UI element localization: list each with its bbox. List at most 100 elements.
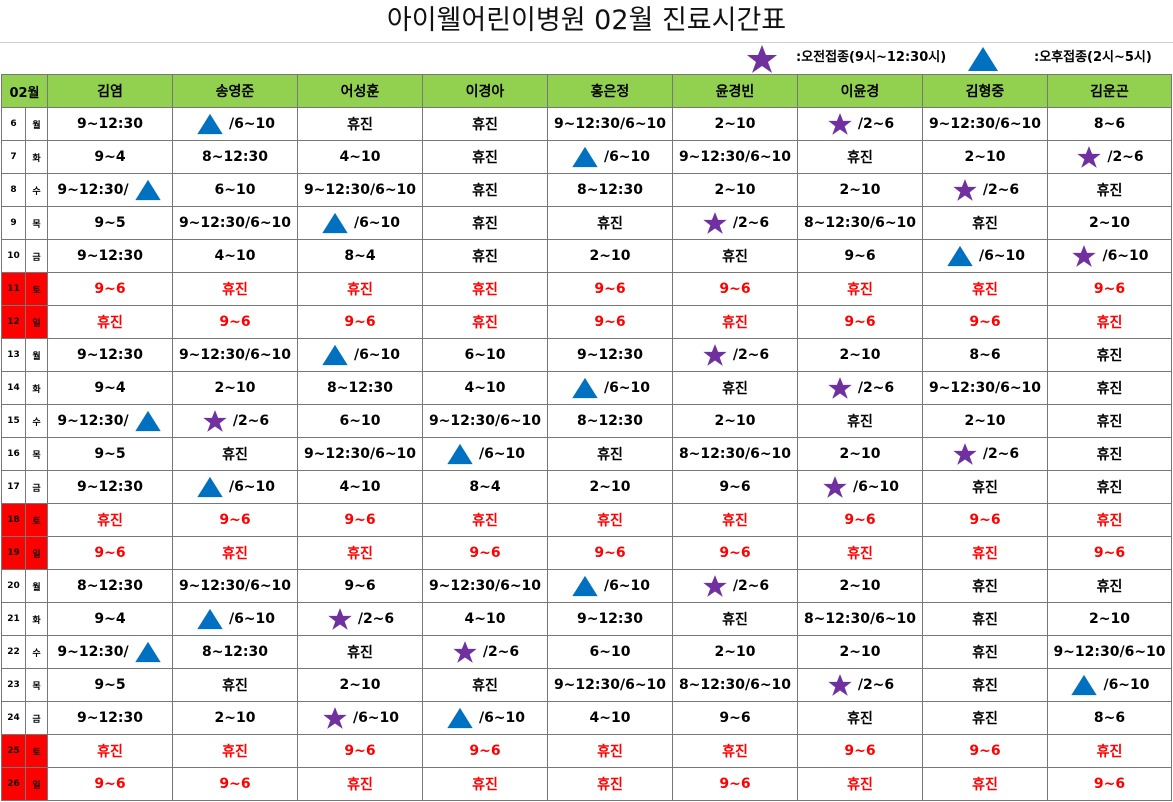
schedule-text: 4~10 [339,149,381,165]
schedule-text: /2~6 [857,677,895,693]
day-number: 20 [1,569,26,603]
triangle-icon [947,245,973,267]
schedule-cell: /6~10 [172,107,298,141]
schedule-text: 4~10 [464,611,506,627]
schedule-text: 9~6 [94,776,126,792]
schedule-cell: 휴진 [47,734,173,768]
day-number: 6 [1,107,26,141]
schedule-cell: 8~12:30 [297,371,423,405]
schedule-text: 9~12:30/6~10 [553,677,667,693]
schedule-cell: /6~10 [422,437,548,471]
schedule-text: 휴진 [472,678,498,694]
triangle-icon [322,212,348,234]
schedule-text: 휴진 [597,744,623,760]
schedule-text: 9~12:30/6~10 [303,182,417,198]
schedule-cell: 9~12:30/ [47,635,173,669]
table-row: 11 토 9~6 휴진 휴진 휴진 9~6 9~6 휴진 휴진 9~6 [1,272,1172,306]
doctor-header: 이경아 [422,74,548,108]
schedule-cell: 휴진 [297,536,423,570]
schedule-cell: 9~12:30/6~10 [172,569,298,603]
day-number: 24 [1,701,26,735]
schedule-cell: /2~6 [797,107,923,141]
schedule-text: 휴진 [1096,513,1123,529]
schedule-text: /6~10 [353,347,401,363]
schedule-cell: /2~6 [672,338,798,372]
schedule-text: 휴진 [972,546,998,562]
triangle-icon [197,113,223,135]
schedule-cell: 8~4 [422,470,548,504]
schedule-cell: 휴진 [422,140,548,174]
schedule-cell: 4~10 [297,470,423,504]
schedule-text: 2~10 [839,578,881,594]
schedule-text: 9~6 [719,545,751,561]
schedule-cell: 휴진 [672,602,798,636]
schedule-text: 휴진 [972,645,998,661]
table-row: 19 일 9~6 휴진 휴진 9~6 9~6 9~6 휴진 휴진 9~6 [1,536,1172,570]
schedule-text: 9~6 [844,743,876,759]
schedule-cell: 9~12:30 [47,338,173,372]
star-icon [703,575,727,597]
schedule-cell: 휴진 [1047,305,1172,339]
header-row: 02월 김염 송영준 어성훈 이경아 홍은정 윤경빈 이윤경 김형중 김운곤 [1,74,1172,108]
schedule-cell: /6~10 [1047,239,1172,273]
schedule-text: 휴진 [972,216,998,232]
schedule-text: 휴진 [347,777,373,793]
schedule-cell: 8~12:30 [47,569,173,603]
schedule-text: 휴진 [722,381,748,397]
schedule-text: 휴진 [597,777,623,793]
schedule-cell: /2~6 [422,635,548,669]
schedule-cell: /6~10 [297,701,423,735]
schedule-text: 휴진 [1096,744,1123,760]
schedule-cell: /6~10 [297,206,423,240]
schedule-text: 2~10 [714,182,756,198]
schedule-cell: 9~12:30/6~10 [297,173,423,207]
schedule-text: 8~4 [469,479,501,495]
day-number: 12 [1,305,26,339]
schedule-text: 2~10 [839,182,881,198]
schedule-cell: 9~6 [422,536,548,570]
schedule-cell: 8~6 [922,338,1048,372]
star-icon [828,113,852,135]
schedule-text: 휴진 [472,513,498,529]
schedule-cell: 휴진 [422,206,548,240]
schedule-cell: 6~10 [422,338,548,372]
schedule-cell: 9~4 [47,371,173,405]
schedule-text: 8~12:30/6~10 [803,611,917,627]
weekday: 토 [25,272,48,306]
schedule-text: 8~12:30 [201,149,269,165]
schedule-text: 9~6 [1093,545,1126,561]
star-icon [328,608,352,630]
schedule-text: 9~6 [344,743,376,759]
schedule-cell: 6~10 [547,635,673,669]
schedule-cell: 9~6 [297,569,423,603]
day-number: 16 [1,437,26,471]
day-number: 15 [1,404,26,438]
schedule-text: 휴진 [972,612,998,628]
schedule-cell: 9~6 [1047,272,1172,306]
schedule-cell: 9~6 [172,305,298,339]
schedule-text: 9~12:30/6~10 [178,215,292,231]
schedule-cell: 9~12:30/6~10 [1047,635,1172,669]
schedule-cell: 6~10 [297,404,423,438]
schedule-text: 8~12:30 [76,578,144,594]
schedule-cell: /2~6 [672,569,798,603]
schedule-text: 휴진 [97,315,123,331]
schedule-text: 휴진 [972,777,998,793]
schedule-cell: 2~10 [547,470,673,504]
schedule-cell: /2~6 [797,371,923,405]
day-number: 22 [1,635,26,669]
weekday: 월 [25,569,48,603]
schedule-cell: 휴진 [922,569,1048,603]
schedule-cell: 9~6 [297,734,423,768]
schedule-text: 9~6 [344,314,376,330]
month-header: 02월 [1,74,48,108]
day-number: 25 [1,734,26,768]
table-row: 8 수 9~12:30/6~10 9~12:30/6~10 휴진 8~12:30 2~10 2… [1,173,1172,207]
schedule-text: 4~10 [464,380,506,396]
schedule-cell: 휴진 [422,173,548,207]
schedule-text: 9~6 [969,314,1001,330]
day-number: 8 [1,173,26,207]
triangle-icon [968,47,998,71]
triangle-icon [197,608,223,630]
star-icon [953,179,977,201]
